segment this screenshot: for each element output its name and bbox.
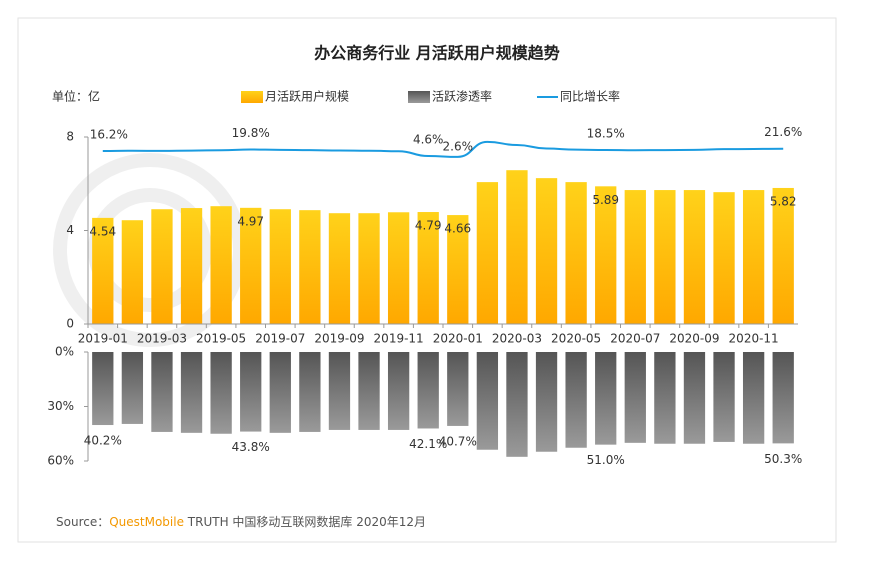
x-tick-label: 2019-03 (137, 332, 187, 346)
bar (240, 352, 262, 432)
bar (683, 352, 706, 444)
bar (624, 352, 646, 443)
legend-swatch (408, 91, 430, 103)
bar (447, 215, 469, 324)
bar (299, 352, 321, 432)
bar (269, 352, 291, 433)
bar (565, 182, 587, 324)
bar (713, 352, 735, 442)
x-tick-label: 2019-11 (374, 332, 424, 346)
bar (565, 352, 587, 448)
x-tick-label: 2020-11 (729, 332, 779, 346)
bar (476, 182, 499, 324)
data-label: 21.6% (764, 125, 802, 139)
data-label: 50.3% (764, 452, 802, 466)
source-prefix: Source： (56, 515, 109, 529)
data-label: 4.6% (413, 133, 444, 147)
x-tick-label: 2020-09 (669, 332, 719, 346)
data-label: 4.66 (444, 222, 471, 236)
bar (535, 178, 558, 324)
bar (476, 352, 499, 450)
unit-label: 单位：亿 (52, 89, 100, 104)
x-tick-label: 2020-01 (433, 332, 483, 346)
y-tick-label: 30% (47, 399, 74, 413)
line (102, 140, 784, 158)
data-label: 5.82 (770, 194, 797, 208)
bar (683, 190, 706, 324)
source-suffix: TRUTH 中国移动互联网数据库 2020年12月 (184, 514, 426, 529)
bar (180, 208, 203, 324)
bar (447, 352, 469, 426)
y-tick-label: 4 (66, 223, 74, 237)
bar (92, 217, 114, 324)
bar (506, 170, 528, 324)
x-tick-label: 2020-07 (610, 332, 660, 346)
bar (417, 352, 439, 429)
legend-swatch (241, 91, 263, 103)
data-label: 5.89 (592, 193, 619, 207)
bar (121, 220, 144, 324)
x-tick-label: 2019-01 (78, 332, 128, 346)
data-label: 43.8% (232, 440, 270, 454)
y-tick-label: 8 (66, 130, 74, 144)
x-tick-label: 2020-05 (551, 332, 601, 346)
bar (595, 352, 617, 445)
bar (742, 352, 765, 444)
x-tick-label: 2019-07 (255, 332, 305, 346)
bar (180, 352, 203, 433)
data-label: 2.6% (443, 139, 474, 153)
data-label: 16.2% (90, 128, 128, 142)
bar (713, 192, 735, 324)
bar (269, 209, 291, 324)
legend-label: 月活跃用户规模 (265, 89, 349, 104)
bar (772, 187, 794, 324)
bar (387, 352, 410, 430)
data-label: 18.5% (587, 127, 625, 141)
bar (240, 207, 262, 324)
x-tick-label: 2019-09 (314, 332, 364, 346)
data-label: 40.7% (439, 434, 477, 448)
data-label: 40.2% (84, 434, 122, 448)
bar (151, 352, 173, 432)
data-label: 4.79 (415, 219, 442, 233)
bar (654, 190, 676, 324)
y-tick-label: 0% (55, 345, 74, 359)
bar (654, 352, 676, 444)
bar (151, 209, 173, 324)
bar (742, 190, 765, 324)
data-label: 42.1% (409, 437, 447, 451)
bar (328, 352, 351, 430)
bar (358, 213, 380, 324)
x-tick-label: 2019-05 (196, 332, 246, 346)
y-tick-label: 60% (47, 454, 74, 468)
legend-label: 活跃渗透率 (432, 89, 492, 104)
bar (535, 352, 558, 452)
data-label: 4.54 (89, 224, 116, 238)
bar (328, 213, 351, 324)
bar (624, 190, 646, 324)
data-label: 4.97 (237, 214, 264, 228)
bar (92, 352, 114, 426)
x-tick-label: 2020-03 (492, 332, 542, 346)
bar (210, 352, 232, 434)
bar (299, 210, 321, 324)
data-label: 19.8% (232, 126, 270, 140)
bar (417, 212, 439, 324)
legend-label: 同比增长率 (560, 89, 620, 104)
chart-title: 办公商务行业 月活跃用户规模趋势 (314, 44, 560, 63)
bar (387, 212, 410, 324)
source: Source：QuestMobile TRUTH 中国移动互联网数据库 2020… (56, 514, 426, 529)
bar (121, 352, 144, 424)
bar (506, 352, 528, 457)
bar (358, 352, 380, 430)
bar (772, 352, 794, 444)
data-label: 51.0% (587, 453, 625, 467)
y-tick-label: 0 (66, 317, 74, 331)
bar (595, 186, 617, 324)
source-brand: QuestMobile (109, 515, 184, 529)
bar (210, 206, 232, 324)
